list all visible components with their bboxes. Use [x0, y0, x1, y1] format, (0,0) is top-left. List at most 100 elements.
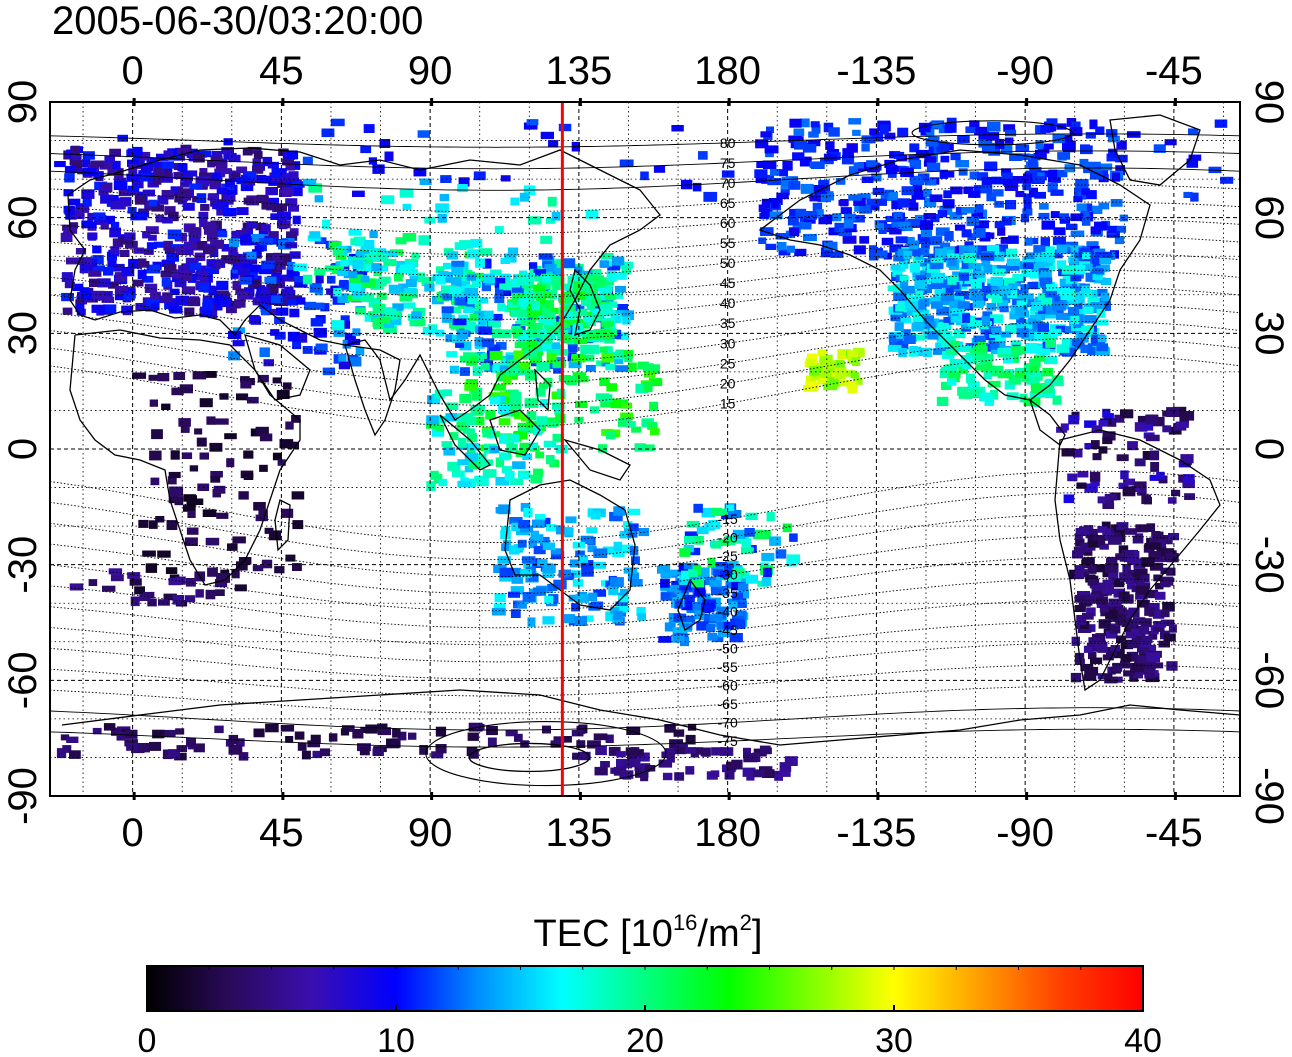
tec-cell [175, 728, 185, 735]
tec-cell [307, 740, 321, 748]
tec-cell [725, 504, 735, 511]
tec-cell [181, 286, 196, 295]
tec-cell [289, 308, 300, 318]
colorbar-title: TEC [1016/m2] [534, 910, 763, 955]
tec-cell [861, 176, 874, 183]
tec-cell [903, 335, 916, 344]
tec-cell [474, 408, 484, 416]
tec-cell [1040, 384, 1054, 394]
tec-cell [467, 433, 477, 443]
tec-cell [384, 151, 394, 162]
tec-cell [794, 248, 807, 257]
tec-cell [634, 443, 645, 452]
tec-cell [914, 214, 926, 223]
tec-cell [560, 329, 569, 339]
tec-cell [1053, 227, 1066, 236]
tec-cell [1167, 497, 1177, 504]
tec-cell [435, 424, 445, 432]
tec-cell [376, 292, 387, 300]
tec-cell [256, 195, 269, 204]
tec-cell [878, 227, 887, 234]
tec-cell [965, 343, 980, 351]
tec-cell [150, 302, 160, 311]
tec-cell [1135, 524, 1149, 533]
tec-cell [315, 343, 328, 352]
tec-cell [1037, 323, 1049, 332]
tec-cell [1104, 563, 1119, 573]
tec-cell [1135, 592, 1148, 600]
tec-cell [127, 159, 140, 167]
tec-cell [1128, 607, 1140, 618]
tec-cell [599, 346, 608, 353]
tec-cell [584, 311, 593, 319]
tec-cell [175, 246, 187, 255]
tec-cell [817, 194, 831, 203]
tec-cell [275, 307, 289, 316]
tec-cell [441, 306, 454, 314]
tec-cell [203, 371, 217, 378]
contour-line [50, 303, 1240, 363]
tec-cell [1000, 237, 1010, 244]
tec-cell [943, 190, 952, 199]
tec-cell [296, 332, 308, 343]
tec-cell [362, 264, 373, 272]
tec-cell [616, 751, 626, 758]
tec-cell [272, 254, 284, 263]
tec-cell [859, 236, 870, 244]
tec-cell [92, 265, 106, 272]
tec-cell [1002, 296, 1011, 303]
colorbar-title-mid: /m [697, 913, 739, 955]
tec-cell [409, 272, 419, 281]
tec-cell [166, 520, 178, 530]
tec-cell [447, 461, 461, 471]
tec-cell [189, 465, 199, 472]
tec-cell [441, 285, 455, 294]
tec-cell [1122, 564, 1131, 574]
tec-cell [1108, 571, 1119, 580]
tec-cell [611, 256, 625, 266]
tec-cell [525, 314, 535, 322]
tec-cell [810, 121, 820, 128]
tec-cell [78, 257, 93, 265]
tec-cell [1063, 494, 1075, 504]
tec-cell [282, 382, 292, 390]
tec-cell [968, 190, 981, 198]
tec-cell [562, 334, 572, 343]
contour-line [50, 556, 1240, 612]
tec-cell [511, 284, 524, 294]
tec-cell [526, 421, 539, 429]
tec-cell [278, 214, 287, 223]
tec-cell [278, 148, 289, 156]
tec-cell [1080, 542, 1094, 549]
tec-cell [281, 288, 293, 297]
tec-cell [457, 184, 468, 193]
tec-cell [640, 171, 649, 181]
tec-cell [174, 496, 184, 506]
tec-cell [579, 274, 594, 282]
tec-cell [338, 354, 347, 364]
tec-cell [548, 140, 559, 148]
tec-cell [274, 316, 285, 325]
tec-cell [550, 548, 562, 555]
tec-cell [1072, 448, 1083, 458]
tec-cell [1132, 573, 1141, 584]
tec-cell [599, 260, 609, 268]
tec-cell [304, 301, 317, 311]
tec-cell [685, 734, 696, 745]
tec-cell [215, 160, 228, 171]
tec-cell [969, 388, 982, 397]
tec-cell [1002, 176, 1013, 186]
tec-cell [509, 434, 520, 443]
tec-cell [270, 329, 280, 336]
tec-cell [1016, 300, 1027, 307]
tec-cell [238, 557, 252, 565]
tec-cell [593, 329, 603, 337]
tec-cell [471, 277, 482, 288]
coastline-central-america [1028, 398, 1066, 446]
tec-cell [612, 550, 625, 558]
tec-cell [930, 297, 941, 305]
tec-cell [852, 129, 861, 136]
tec-cell [696, 526, 709, 535]
tec-cell [620, 544, 634, 554]
